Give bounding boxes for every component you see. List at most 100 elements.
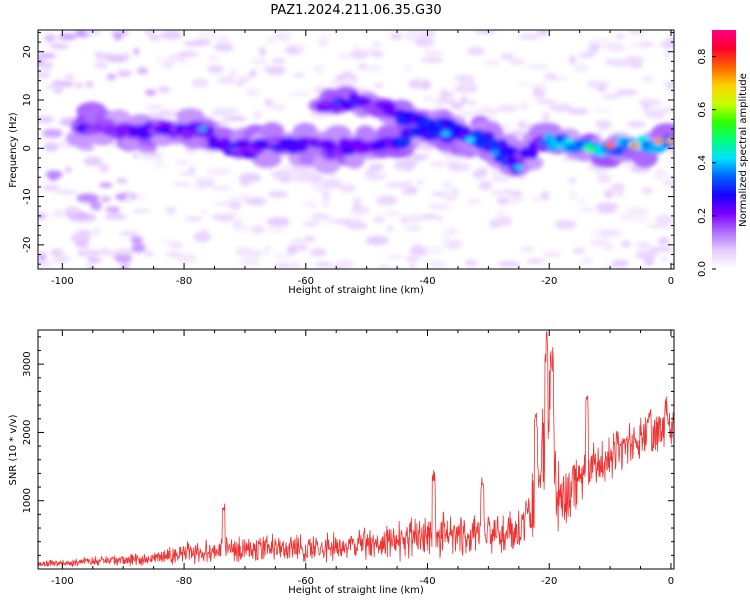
spectrogram-cell (83, 156, 103, 167)
spectrogram-cell (177, 51, 199, 57)
spectrogram-cell (603, 189, 615, 199)
spectrogram-frame (37, 29, 675, 270)
spectrogram-cell (153, 159, 166, 169)
spectrogram-cell (117, 69, 132, 78)
spectrogram-cell (148, 34, 161, 41)
spectrogram-cell (586, 145, 597, 152)
spectrogram-cell (655, 139, 662, 144)
spectrogram-cell (562, 138, 573, 145)
spectrogram-cell (603, 242, 614, 252)
spectrogram-cell (84, 81, 95, 88)
spectrogram-cell (160, 60, 175, 70)
spectrogram-cell (332, 219, 356, 225)
spectrogram-cell (403, 64, 412, 72)
spectrogram-cell (518, 121, 526, 129)
spectrogram-cell (372, 41, 382, 48)
spectrogram-cell (353, 203, 362, 210)
spectrogram-cell (270, 104, 286, 111)
spectrogram-cell (405, 213, 425, 224)
spectrogram-cell (661, 256, 668, 262)
spectrogram-cell (192, 185, 205, 191)
spectrogram-cell (53, 254, 71, 264)
spectrogram-cell (574, 63, 589, 73)
spectrogram-cell (527, 63, 550, 70)
spectrogram-cell (184, 216, 203, 222)
spectrogram-cell (234, 224, 252, 232)
colorbar-label: Normalized spectral amplitude (738, 73, 749, 227)
spectrogram-cell (94, 51, 103, 56)
snr-panel: -100 -80 -60 -40 -20 0 1000 2000 3000 Height of … (8, 329, 675, 596)
spectrogram-cell (465, 136, 476, 143)
spectrogram-cell (92, 204, 102, 211)
spectrogram-cell (41, 61, 53, 70)
spectrogram-cell (434, 214, 444, 223)
spectrogram-cell (383, 210, 402, 217)
spectrogram-cell (64, 206, 81, 215)
spectrogram-cell (641, 187, 654, 194)
spectrogram-cell (595, 119, 611, 128)
spectrogram-cell (345, 222, 368, 230)
spectrogram-cell (114, 253, 133, 263)
spectrogram-cell (64, 73, 75, 80)
spectrogram-cell (405, 256, 420, 261)
spectrogram-cell (49, 248, 64, 257)
spectrogram-cell (668, 147, 674, 156)
spectrogram-cell (272, 170, 291, 180)
spectrogram-cell (46, 83, 62, 90)
spectrogram-cell (567, 108, 589, 115)
spectrogram-cell (211, 214, 234, 221)
spectrogram-cell (538, 30, 550, 35)
spectrogram-cell (441, 238, 450, 246)
spectrogram-cell (49, 43, 70, 50)
spectrogram-cell (239, 193, 250, 202)
spectrogram-cell (75, 115, 86, 125)
spectrogram-cell (641, 75, 654, 82)
spectrogram-cell (650, 246, 673, 252)
spectrogram-cell (93, 226, 101, 237)
spectrogram-cell (423, 246, 446, 255)
spectrogram-cell (550, 103, 569, 108)
spectrogram-cell (331, 99, 342, 106)
spectrogram-cell (568, 55, 577, 65)
spectrogram-cell (172, 182, 192, 187)
spectrogram-cell (453, 74, 475, 81)
spectrogram-cell (253, 110, 262, 120)
colorbar-tick-label: 0.0 (697, 261, 708, 277)
spectrogram-y-tick-label: 20 (22, 45, 33, 58)
spectrogram-cell (75, 83, 83, 89)
spectrogram-cell (157, 86, 171, 93)
spectrogram-cell (465, 258, 474, 267)
spectrogram-cell (211, 108, 233, 117)
spectrogram-cell (664, 37, 674, 42)
spectrogram-cell (115, 248, 134, 256)
spectrogram-cell (70, 233, 91, 243)
spectrogram-y-axis-label: Frequency (Hz) (8, 112, 19, 188)
spectrogram-cell (536, 99, 556, 105)
spectrogram-cell (251, 224, 265, 235)
spectrogram-cell (471, 128, 484, 140)
spectrogram-x-tick-label: -40 (419, 276, 435, 287)
spectrogram-cell (340, 77, 358, 87)
spectrogram-cell (349, 99, 360, 106)
spectrogram-y-tick-label: 10 (22, 94, 33, 107)
spectrogram-cell (44, 34, 56, 43)
spectrogram-cell (500, 53, 514, 60)
spectrogram-cell (131, 152, 140, 159)
spectrogram-cell (517, 101, 530, 111)
spectrogram-cell (377, 264, 393, 269)
spectrogram-cell (320, 179, 343, 189)
spectrogram-cell (441, 180, 453, 190)
spectrogram-cell (488, 138, 501, 150)
spectrogram-cell (228, 200, 242, 210)
spectrogram-cell (200, 209, 210, 215)
spectrogram-cell (635, 241, 653, 249)
spectrogram-cell (265, 227, 287, 234)
spectrogram-cell (615, 89, 639, 96)
spectrogram-cell (451, 187, 459, 195)
spectrogram-cell (323, 33, 332, 39)
spectrogram-cell (497, 261, 521, 267)
spectrogram-cell (601, 266, 611, 269)
